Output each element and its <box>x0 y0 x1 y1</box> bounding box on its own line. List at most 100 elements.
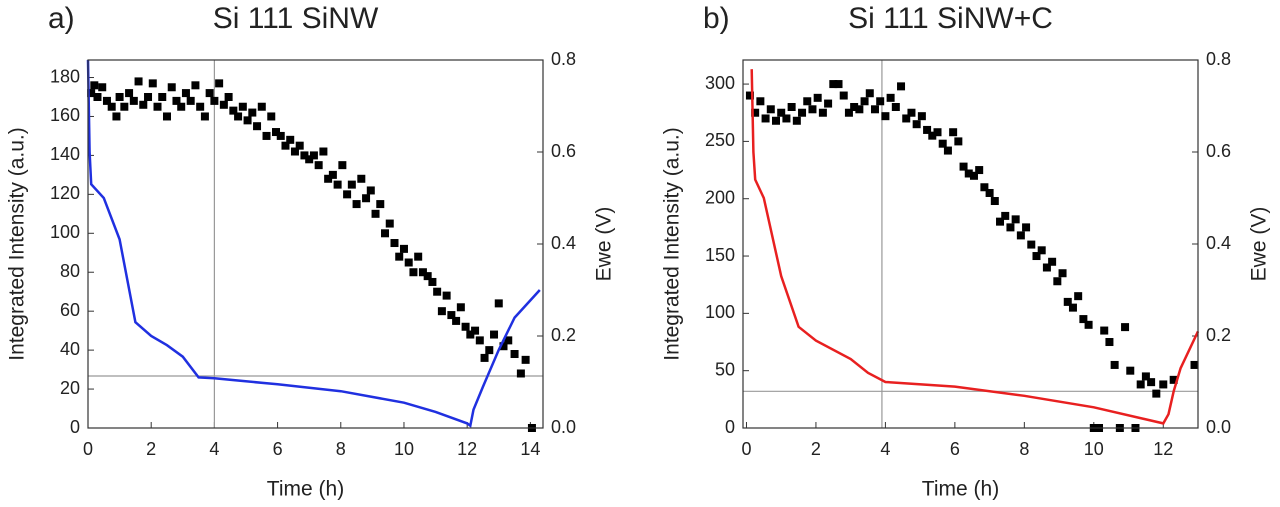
data-point <box>286 135 295 144</box>
data-point <box>1006 223 1015 232</box>
x-tick-label: 2 <box>811 439 821 459</box>
data-point <box>314 161 323 170</box>
data-point <box>938 139 947 148</box>
data-point <box>428 277 437 286</box>
data-point <box>452 316 461 325</box>
data-point <box>1022 223 1031 232</box>
data-point <box>1169 375 1178 384</box>
data-point <box>949 128 958 137</box>
data-point <box>414 252 423 261</box>
data-point <box>782 114 791 123</box>
data-point <box>461 322 470 331</box>
data-point <box>1053 277 1062 286</box>
data-point <box>504 336 513 345</box>
data-point <box>834 80 843 89</box>
y2-tick-label: 0.2 <box>1206 325 1231 345</box>
data-point <box>1058 269 1067 278</box>
data-point <box>803 97 812 106</box>
x-axis-label: Time (h) <box>922 478 999 501</box>
data-point <box>167 83 176 92</box>
data-point <box>144 92 153 101</box>
data-point <box>305 155 314 164</box>
data-point <box>475 336 484 345</box>
data-point <box>933 128 942 137</box>
data-point <box>798 108 807 117</box>
data-point <box>521 355 530 364</box>
y-tick-label: 160 <box>50 105 80 125</box>
plot-frame <box>87 59 544 429</box>
data-point <box>912 120 921 129</box>
data-point <box>125 89 134 98</box>
x-tick-label: 10 <box>394 439 414 459</box>
data-point <box>1037 246 1046 255</box>
data-point <box>347 180 356 189</box>
data-point <box>243 116 252 125</box>
y2-tick-label: 0.8 <box>551 49 576 69</box>
data-point <box>177 102 186 111</box>
data-point <box>1126 366 1135 375</box>
data-point <box>1011 215 1020 224</box>
data-point <box>745 91 754 100</box>
data-point <box>324 174 333 183</box>
y-tick-label: 140 <box>50 144 80 164</box>
data-point <box>186 96 195 105</box>
data-point <box>153 102 162 111</box>
data-point <box>516 369 525 378</box>
data-point <box>276 131 285 140</box>
data-point <box>787 103 796 112</box>
data-point <box>990 197 999 206</box>
data-point <box>442 291 451 300</box>
data-point <box>813 93 822 102</box>
data-point <box>205 89 214 98</box>
chart-title: Si 111 SiNW <box>213 2 379 35</box>
data-point <box>87 89 96 98</box>
data-point <box>1147 378 1156 387</box>
x-tick-label: 6 <box>950 439 960 459</box>
data-point <box>134 77 143 86</box>
data-point <box>870 105 879 114</box>
data-point <box>1068 303 1077 312</box>
data-point <box>876 97 885 106</box>
data-point <box>437 307 446 316</box>
data-point <box>219 100 228 109</box>
data-point <box>902 114 911 123</box>
data-point <box>985 188 994 197</box>
data-point <box>319 147 328 156</box>
data-point <box>395 252 404 261</box>
data-point <box>1141 372 1150 381</box>
data-point <box>253 122 262 131</box>
data-point <box>1001 211 1010 220</box>
data-point <box>881 112 890 121</box>
data-point <box>390 239 399 248</box>
data-point <box>290 147 299 156</box>
data-point <box>917 112 926 121</box>
data-point <box>162 112 171 121</box>
data-point <box>1159 380 1168 389</box>
y-tick-label: 40 <box>60 339 80 359</box>
data-point <box>210 96 219 105</box>
x-tick-label: 12 <box>457 439 477 459</box>
x-tick-label: 14 <box>520 439 540 459</box>
x-tick-label: 0 <box>741 439 751 459</box>
data-point <box>129 96 138 105</box>
y2-tick-label: 0.4 <box>1206 233 1231 253</box>
x-tick-label: 4 <box>880 439 890 459</box>
data-point <box>456 303 465 312</box>
y-tick-label: 60 <box>60 300 80 320</box>
data-point <box>172 96 181 105</box>
data-point <box>338 161 347 170</box>
data-point <box>996 217 1005 226</box>
y-tick-label: 100 <box>705 302 735 322</box>
data-point <box>771 116 780 125</box>
data-point <box>1110 360 1119 369</box>
potential-line <box>750 69 1200 425</box>
data-point <box>447 311 456 320</box>
data-point <box>839 91 848 100</box>
data-point <box>777 108 786 117</box>
data-point <box>362 194 371 203</box>
y-tick-label: 250 <box>705 130 735 150</box>
y-tick-label: 150 <box>705 245 735 265</box>
data-point <box>423 272 432 281</box>
y-tick-label: 80 <box>60 261 80 281</box>
